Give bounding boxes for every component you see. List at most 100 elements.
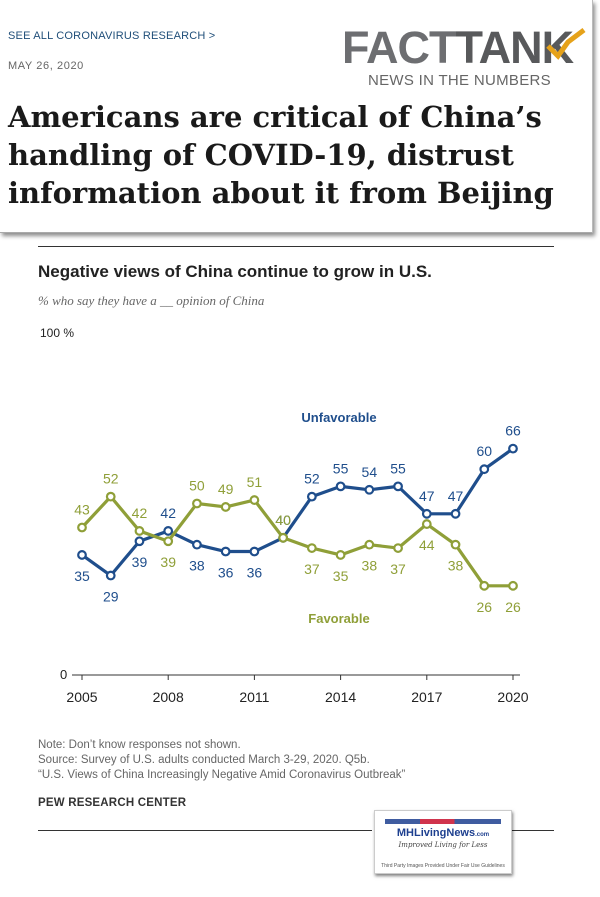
data-label-favorable: 42 xyxy=(132,505,148,521)
data-point-unfavorable xyxy=(421,508,432,519)
data-label-unfavorable: 54 xyxy=(362,464,378,480)
data-point-unfavorable xyxy=(192,539,202,550)
publish-date: MAY 26, 2020 xyxy=(8,60,84,72)
see-all-coronavirus-research-link[interactable]: SEE ALL CORONAVIRUS RESEARCH > xyxy=(8,30,216,42)
data-point-favorable xyxy=(105,491,116,502)
logo-word-tank: TANK xyxy=(455,22,575,73)
data-point-favorable xyxy=(306,543,317,553)
logo-word-fact: FACT xyxy=(342,22,456,73)
data-point-unfavorable xyxy=(393,481,403,492)
data-label-unfavorable: 35 xyxy=(74,568,90,584)
data-label-unfavorable: 55 xyxy=(390,460,406,476)
data-label-unfavorable: 38 xyxy=(189,558,205,574)
data-label-favorable: 50 xyxy=(189,478,205,494)
logo-wordmark: FACTTANK xyxy=(342,22,575,73)
badge-disclaimer: Third Party Images Provided Under Fair U… xyxy=(381,863,505,869)
article-header-card: SEE ALL CORONAVIRUS RESEARCH > MAY 26, 2… xyxy=(0,0,593,233)
y-axis-zero-label: 0 xyxy=(60,667,67,682)
data-label-favorable: 38 xyxy=(362,558,378,574)
data-label-favorable: 26 xyxy=(476,599,492,615)
data-label-unfavorable: 29 xyxy=(103,589,119,605)
x-tick-label: 2017 xyxy=(411,689,442,705)
data-point-unfavorable xyxy=(306,491,317,502)
badge-flag-stripe xyxy=(385,819,501,824)
data-point-unfavorable xyxy=(105,570,116,581)
x-tick-label: 2014 xyxy=(325,689,356,705)
data-label-unfavorable: 42 xyxy=(160,505,176,521)
data-point-unfavorable xyxy=(220,546,231,557)
data-point-unfavorable xyxy=(77,550,87,560)
data-label-unfavorable: 36 xyxy=(247,565,263,581)
data-point-favorable xyxy=(134,526,145,536)
logo-tagline: NEWS IN THE NUMBERS xyxy=(368,72,551,89)
data-point-unfavorable xyxy=(335,481,346,492)
bottom-divider-right xyxy=(512,830,554,831)
series-label-unfavorable: Unfavorable xyxy=(301,410,376,425)
data-point-unfavorable xyxy=(508,443,518,454)
chart-title: Negative views of China continue to grow… xyxy=(38,262,432,281)
data-point-favorable xyxy=(278,532,289,543)
data-point-favorable xyxy=(77,522,87,533)
data-point-unfavorable xyxy=(479,464,490,475)
bottom-divider-left xyxy=(38,830,372,831)
data-point-unfavorable xyxy=(249,546,260,557)
data-point-unfavorable xyxy=(163,526,174,536)
data-label-favorable: 49 xyxy=(218,481,234,497)
data-point-favorable xyxy=(479,580,490,591)
fact-tank-logo[interactable]: FACTTANK NEWS IN THE NUMBERS xyxy=(340,24,586,92)
data-point-unfavorable xyxy=(450,508,461,519)
data-point-favorable xyxy=(192,498,202,509)
data-label-favorable: 35 xyxy=(333,568,349,584)
badge-logo: MHLivingNews.com xyxy=(375,827,511,839)
mhlivingnews-watermark-badge: MHLivingNews.com Improved Living for Les… xyxy=(374,810,512,874)
data-label-unfavorable: 55 xyxy=(333,460,349,476)
data-label-unfavorable: 36 xyxy=(218,565,234,581)
data-label-favorable: 38 xyxy=(448,558,464,574)
x-tick-label: 2020 xyxy=(497,689,528,705)
data-label-unfavorable: 60 xyxy=(476,443,492,459)
chart-notes: Note: Don’t know responses not shown. So… xyxy=(38,738,405,783)
data-label-favorable: 52 xyxy=(103,471,119,487)
data-label-unfavorable: 40 xyxy=(275,512,291,528)
x-tick-label: 2008 xyxy=(153,689,184,705)
series-line-favorable xyxy=(80,495,513,588)
data-label-unfavorable: 39 xyxy=(132,554,148,570)
data-label-favorable: 37 xyxy=(390,561,406,577)
data-point-favorable xyxy=(335,550,346,560)
report-title-line: “U.S. Views of China Increasingly Negati… xyxy=(38,769,406,781)
data-point-unfavorable xyxy=(134,536,145,547)
x-tick-label: 2005 xyxy=(66,689,97,705)
data-point-favorable xyxy=(220,502,231,512)
data-label-favorable: 37 xyxy=(304,561,320,577)
data-label-favorable: 26 xyxy=(505,599,521,615)
data-label-unfavorable: 66 xyxy=(505,423,521,439)
series-label-favorable: Favorable xyxy=(308,611,369,626)
pew-research-center-credit: PEW RESEARCH CENTER xyxy=(38,797,187,809)
top-divider xyxy=(38,246,554,247)
trend-up-icon xyxy=(546,28,586,60)
data-point-favorable xyxy=(393,543,403,553)
data-point-favorable xyxy=(364,539,375,550)
badge-logo-text: MHLivingNews xyxy=(396,827,476,839)
data-label-favorable: 43 xyxy=(74,502,90,518)
y-axis-top-label: 100 % xyxy=(40,326,74,340)
note-line: Note: Don’t know responses not shown. xyxy=(38,739,241,751)
data-label-favorable: 40 xyxy=(275,512,291,528)
x-tick-label: 2011 xyxy=(239,689,269,705)
data-label-unfavorable: 47 xyxy=(448,488,464,504)
badge-tagline: Improved Living for Less xyxy=(398,841,488,849)
data-point-favorable xyxy=(450,539,461,550)
badge-logo-domain: .com xyxy=(475,832,490,838)
data-point-favorable xyxy=(249,495,260,505)
data-label-favorable: 39 xyxy=(160,554,176,570)
line-chart: 100 % 0 2005 2008 2011 2014 2017 2020 35 29 39 42 38… xyxy=(40,326,529,705)
chart-subtitle: % who say they have a __ opinion of Chin… xyxy=(38,293,265,308)
data-label-unfavorable: 52 xyxy=(304,471,320,487)
data-label-favorable: 51 xyxy=(247,474,263,490)
data-point-favorable xyxy=(421,519,432,529)
data-label-unfavorable: 47 xyxy=(419,488,435,504)
data-point-unfavorable xyxy=(364,484,375,495)
data-point-favorable xyxy=(508,580,518,591)
data-label-favorable: 44 xyxy=(419,537,435,553)
article-headline: Americans are critical of China’s handli… xyxy=(8,100,554,210)
